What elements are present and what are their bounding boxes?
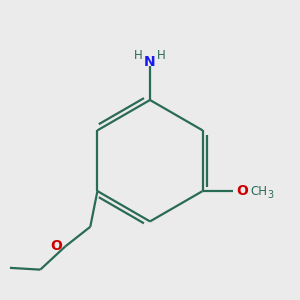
Text: O: O (50, 239, 62, 254)
Text: O: O (236, 184, 248, 198)
Text: H: H (157, 49, 166, 62)
Text: H: H (134, 49, 143, 62)
Text: 3: 3 (267, 190, 273, 200)
Text: N: N (144, 55, 156, 69)
Text: CH: CH (250, 184, 267, 198)
